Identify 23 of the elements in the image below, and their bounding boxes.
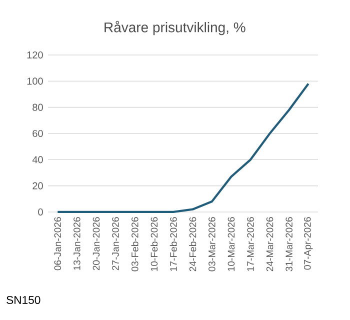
x-tick-label: 20-Jan-2026: [92, 217, 100, 270]
y-tick-label: 80: [32, 104, 43, 111]
x-tick-label: 24-Mar-2026: [266, 217, 274, 272]
x-tick-label: 10-Feb-2026: [150, 217, 158, 271]
y-tick-label: 20: [32, 182, 43, 190]
y-tick-label: 40: [32, 156, 43, 164]
x-tick-label: 03-Mar-2026: [208, 217, 216, 272]
x-tick-label: 06-Jan-2026: [54, 217, 62, 270]
x-tick-label: 03-Feb-2026: [131, 217, 138, 272]
y-tick-label: 100: [27, 78, 43, 85]
x-tick-label: 13-Jan-2026: [74, 217, 80, 270]
chart-title: Råvare prisutvikling, %: [104, 20, 246, 36]
x-tick-label: 31-Mar-2026: [286, 217, 292, 272]
x-tick-label: 17-Mar-2026: [247, 217, 254, 271]
y-tick-label: 120: [27, 51, 43, 59]
x-tick-label: 07-Apr-2026: [304, 217, 313, 270]
x-tick-label: 27-Jan-2026: [112, 217, 119, 270]
y-tick-label: 0: [38, 208, 43, 216]
text: SN150: [6, 296, 40, 304]
x-tick-label: 17-Feb-2026: [170, 217, 177, 271]
x-tick-label: 24-Feb-2026: [189, 217, 196, 272]
x-tick-label: 10-Mar-2026: [228, 217, 235, 271]
y-tick-label: 60: [32, 130, 43, 138]
